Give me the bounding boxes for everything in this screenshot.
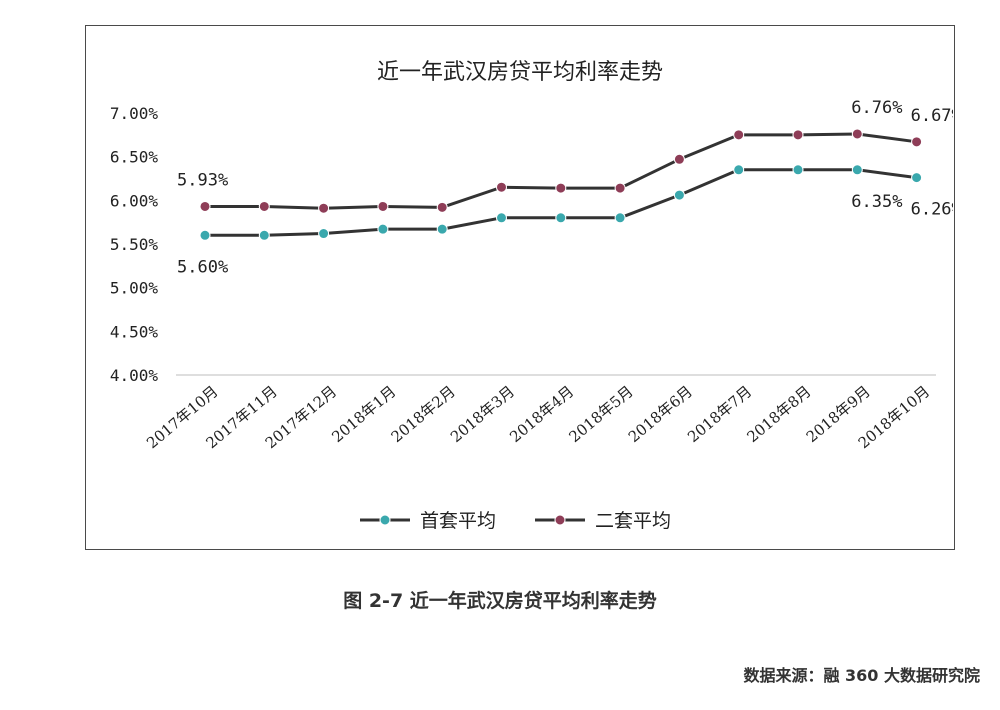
series-1-point [318,228,330,240]
data-label: 6.26% [911,200,953,220]
y-tick-label: 4.00% [110,366,159,385]
series-1-point [614,212,626,224]
x-tick-label: 2018年6月 [625,382,696,446]
y-tick-label: 7.00% [110,104,159,123]
x-tick-label: 2018年3月 [447,382,518,446]
y-tick-label: 6.50% [110,148,159,167]
series-1-point [258,229,270,241]
series-2-point [496,181,507,193]
data-label: 5.93% [177,170,228,190]
data-label: 5.60% [177,257,228,277]
series-1-point [496,212,507,224]
series-1-point [436,223,448,235]
series-2-point [851,128,863,140]
series-2-point [377,200,389,212]
data-label: 6.35% [851,192,902,212]
y-tick-label: 6.00% [110,191,159,210]
series-2-point [555,182,567,194]
series-1-point [851,164,863,176]
series-1-point [377,223,389,235]
series-line-1 [203,168,919,237]
series-1-point [733,164,745,176]
legend-label-1: 首套平均 [420,510,496,532]
x-tick-label: 2018年1月 [328,382,399,446]
chart-title: 近一年武汉房贷平均利率走势 [377,60,663,85]
line-chart: 近一年武汉房贷平均利率走势 4.00% 4.50% 5.00% 5.50% 6.00% 6… [110,60,953,532]
legend-label-2: 二套平均 [595,510,671,532]
x-tick-label: 2018年4月 [506,382,577,446]
y-tick-label: 4.50% [110,322,159,341]
series-2-point [614,182,626,194]
legend-marker-1 [379,514,391,526]
series-2-point [258,200,270,212]
data-source-note: 数据来源：融 360 大数据研究院 [743,666,980,685]
x-tick-label: 2018年2月 [388,382,459,446]
y-tick-label: 5.50% [110,235,159,254]
series-2-point [792,129,804,141]
data-label: 6.67% [911,106,953,126]
data-label: 6.76% [851,98,902,118]
series-2-point [436,201,448,213]
series-1-point [673,189,685,201]
series-2-point [733,129,745,141]
chart-frame: 近一年武汉房贷平均利率走势 4.00% 4.50% 5.00% 5.50% 6.00% 6… [85,25,955,550]
y-tick-label: 5.00% [110,279,159,298]
figure-caption: 图 2-7 近一年武汉房贷平均利率走势 [343,590,657,612]
legend-marker-2 [554,514,566,526]
series-2-point [911,136,923,148]
x-tick-label: 2018年5月 [566,382,637,446]
series-2-point [318,202,330,214]
x-tick-label: 2018年7月 [684,382,755,446]
series-1-point [792,164,804,176]
x-tick-label: 2018年8月 [743,382,814,446]
series-2-point [673,153,685,165]
series-1-point [911,172,923,184]
series-1-point [199,229,211,241]
series-1-point [555,212,567,224]
series-2-point [199,200,211,212]
